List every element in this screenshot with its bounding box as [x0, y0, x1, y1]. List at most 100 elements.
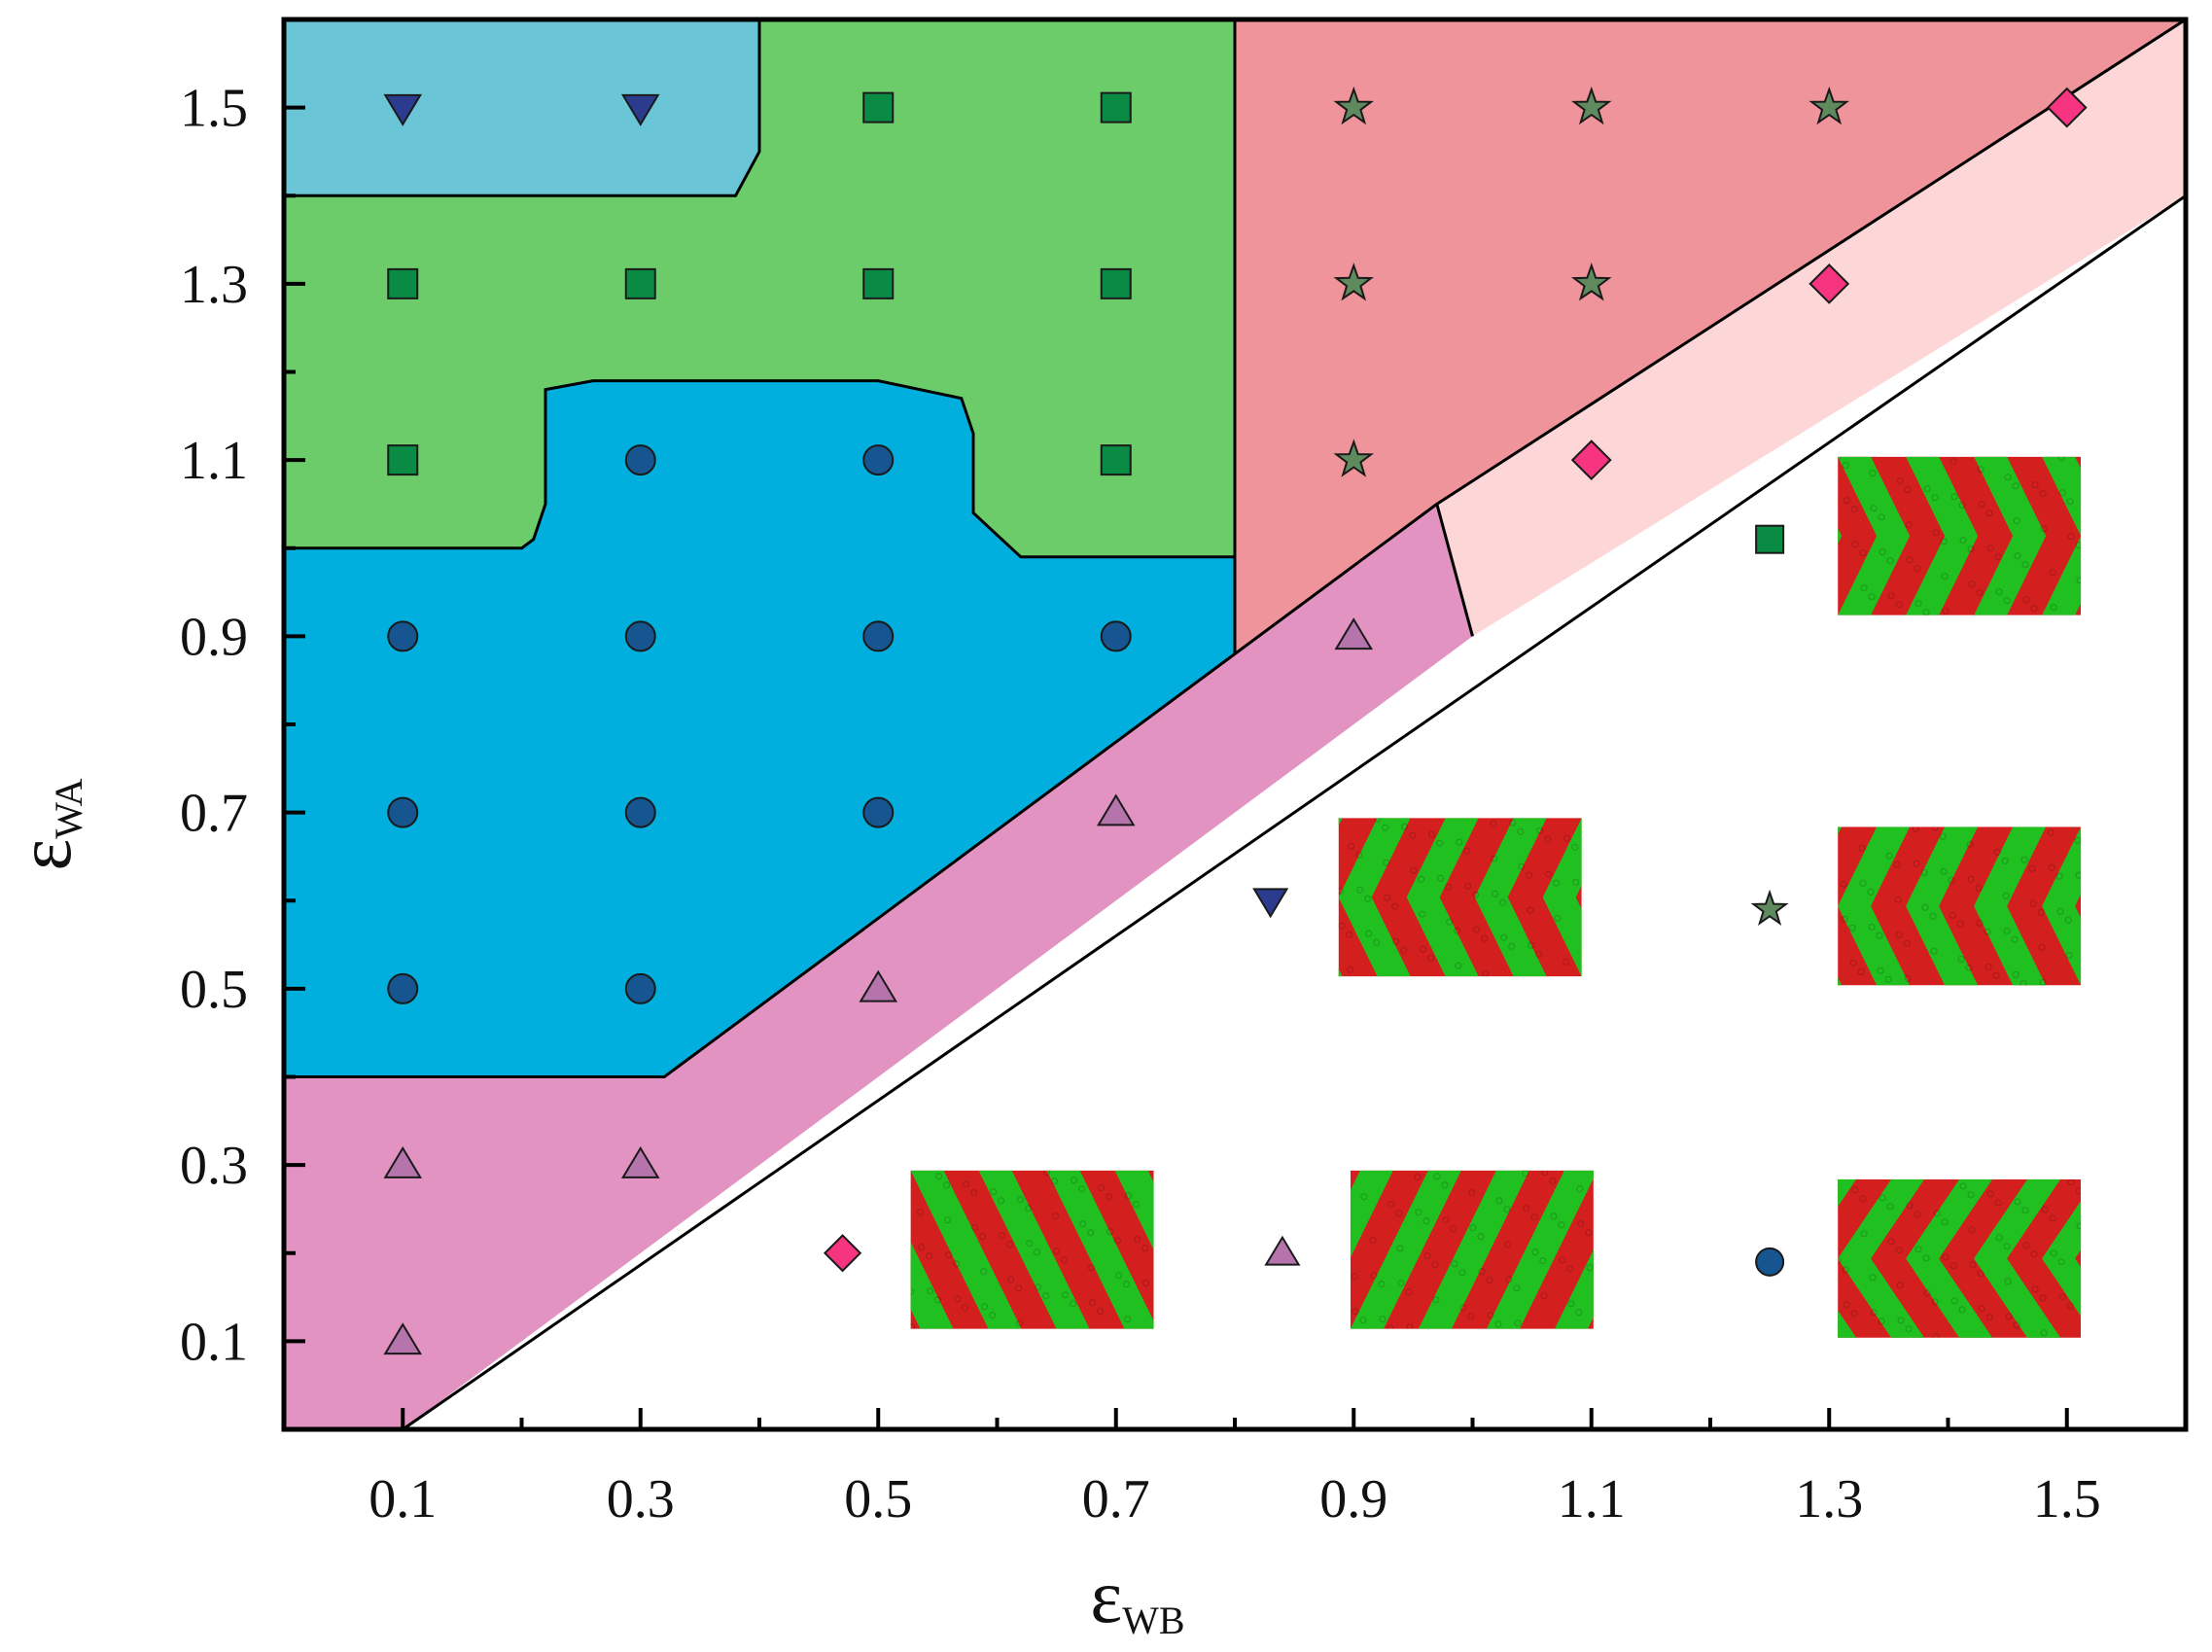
inset-texture	[1492, 890, 1499, 897]
inset-texture	[1459, 1304, 1467, 1312]
point-diamond-2	[1808, 263, 1850, 304]
inset-stripe	[1906, 1178, 1993, 1338]
inset-stripe	[1486, 1170, 1594, 1329]
inset-stripe	[1838, 1178, 1925, 1338]
inset-texture	[1920, 868, 1928, 876]
point-triangle-up-1	[1334, 617, 1374, 650]
inset-marker-circle	[1755, 1247, 1785, 1277]
inset-texture	[2003, 597, 2011, 605]
point-star-2	[1570, 86, 1612, 125]
inset-texture	[2019, 979, 2027, 986]
inset-texture	[1505, 1276, 1513, 1283]
x-tick-label: 1.5	[2033, 1469, 2101, 1529]
inset-texture	[1904, 974, 1912, 982]
inset-texture	[2031, 1285, 2039, 1293]
inset-texture	[2075, 542, 2082, 549]
point-star-3	[1808, 86, 1850, 125]
point-circle-7	[387, 796, 419, 828]
inset-texture	[1923, 1289, 1931, 1297]
inset-texture	[1958, 502, 1966, 510]
inset-texture	[1141, 1245, 1149, 1252]
inset-texture	[1373, 938, 1381, 946]
inset-texture	[1995, 1234, 2003, 1242]
inset-stripe	[1838, 456, 1911, 615]
inset-texture	[1896, 477, 1904, 485]
inset-texture	[1939, 832, 1947, 840]
point-triangle-down-2	[620, 93, 660, 126]
point-triangle-up-5	[383, 1145, 423, 1178]
inset-stripe	[1474, 818, 1547, 977]
inset-texture	[1445, 883, 1453, 891]
point-circle-10	[387, 972, 419, 1004]
inset-texture	[1545, 870, 1553, 878]
inset-texture	[1395, 1210, 1403, 1217]
inset-texture	[1541, 1170, 1549, 1177]
point-star-1	[1333, 86, 1375, 125]
inset-texture	[1904, 486, 1912, 494]
inset-texture	[1894, 896, 1902, 903]
inset-texture	[1405, 1288, 1413, 1296]
inset-texture	[1940, 867, 1948, 875]
point-circle-4	[624, 620, 656, 652]
point-circle-1	[624, 444, 656, 476]
point-star-4	[1333, 263, 1374, 301]
inset-texture	[2002, 892, 2010, 899]
inset-texture	[2066, 1302, 2074, 1310]
inset-texture	[1966, 840, 1974, 848]
inset-texture	[1922, 609, 1930, 615]
inset-texture	[1503, 1206, 1511, 1213]
inset-snapshot-4	[707, 1170, 1154, 1329]
inset-stripe	[1747, 818, 1819, 976]
phase-boundary-6	[402, 194, 2187, 1431]
inset-texture	[1878, 1194, 1886, 1202]
inset-texture	[1544, 835, 1552, 843]
inset-texture	[1896, 1282, 1904, 1289]
inset-texture	[1994, 1199, 2002, 1207]
point-circle-5	[862, 620, 895, 652]
point-triangle-down-1	[383, 93, 423, 126]
inset-texture	[2048, 863, 2055, 871]
inset-texture	[1932, 529, 1940, 537]
inset-texture	[1895, 1247, 1903, 1254]
inset-texture	[1123, 1316, 1132, 1323]
inset-texture	[1464, 882, 1472, 890]
inset-texture	[1562, 958, 1570, 966]
inset-texture	[1968, 1226, 1976, 1234]
x-axis-label: εWB	[1090, 1554, 1184, 1642]
inset-texture	[1554, 914, 1562, 922]
inset-texture	[1517, 827, 1525, 835]
inset-texture	[2028, 864, 2036, 872]
inset-texture	[1338, 922, 1346, 930]
inset-stripe	[707, 1171, 818, 1329]
inset-texture	[1369, 1237, 1377, 1245]
inset-texture	[1884, 975, 1892, 983]
inset-texture	[1906, 1202, 1914, 1210]
inset-stripe	[2110, 457, 2182, 615]
phase-region-2	[284, 19, 1235, 557]
inset-texture	[1060, 1256, 1069, 1264]
inset-texture	[1420, 945, 1427, 953]
inset-texture	[1097, 1184, 1106, 1192]
inset-texture	[970, 1224, 979, 1232]
inset-texture	[1969, 1261, 1977, 1269]
inset-texture	[1450, 1225, 1457, 1233]
inset-texture	[1397, 1280, 1405, 1287]
inset-stripe	[910, 1242, 954, 1329]
inset-texture	[1858, 844, 1866, 852]
inset-texture	[1070, 1177, 1078, 1184]
inset-texture	[1914, 1246, 1922, 1253]
inset-snapshot-2	[1338, 818, 1819, 977]
inset-texture	[1481, 934, 1489, 942]
inset-texture	[1848, 924, 1856, 931]
inset-texture	[1949, 911, 1956, 919]
inset-texture	[1454, 927, 1461, 934]
inset-texture	[1355, 851, 1363, 859]
inset-texture	[989, 1188, 998, 1196]
inset-snapshot-5	[1350, 1170, 1594, 1329]
inset-texture	[2021, 561, 2029, 569]
inset-texture	[1428, 830, 1436, 838]
inset-stripe	[1633, 826, 1705, 985]
inset-texture	[1930, 947, 1938, 955]
inset-texture	[1867, 888, 1875, 896]
inset-texture	[1885, 852, 1893, 860]
